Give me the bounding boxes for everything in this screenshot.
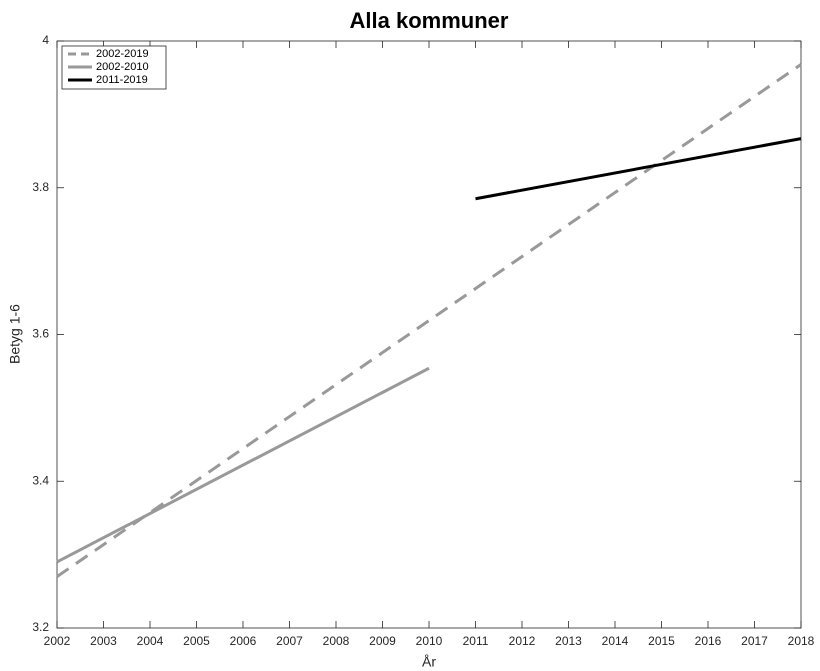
y-tick-label: 4 (42, 33, 49, 47)
series-line (56, 63, 802, 578)
x-tick-label: 2014 (602, 634, 629, 648)
x-tick-label: 2013 (555, 634, 582, 648)
y-tick-label: 3.6 (32, 327, 49, 341)
x-tick-label: 2016 (695, 634, 722, 648)
x-tick-label: 2004 (137, 634, 164, 648)
series-line (475, 137, 802, 201)
y-tick-label: 3.4 (32, 473, 49, 487)
x-tick-label: 2006 (230, 634, 257, 648)
x-axis-label: År (422, 654, 436, 670)
legend-label: 2002-2019 (96, 48, 149, 60)
x-tick-label: 2015 (648, 634, 675, 648)
x-tick-label: 2018 (788, 634, 815, 648)
x-tick-label: 2009 (369, 634, 396, 648)
x-tick-label: 2010 (416, 634, 443, 648)
y-tick-label: 3.8 (32, 180, 49, 194)
y-axis-label: Betyg 1-6 (7, 304, 23, 364)
chart-title: Alla kommuner (350, 8, 509, 33)
x-tick-label: 2012 (509, 634, 536, 648)
x-tick-label: 2002 (44, 634, 71, 648)
x-tick-label: 2003 (90, 634, 117, 648)
x-tick-label: 2017 (741, 634, 768, 648)
series-line (56, 366, 430, 564)
y-tick-label: 3.2 (32, 620, 49, 634)
x-tick-label: 2008 (323, 634, 350, 648)
x-tick-label: 2007 (276, 634, 303, 648)
x-tick-label: 2011 (463, 634, 489, 648)
x-tick-label: 2005 (183, 634, 210, 648)
legend-label: 2002-2010 (96, 61, 149, 73)
legend-label: 2011-2019 (96, 74, 148, 86)
plot-area (56, 40, 802, 629)
